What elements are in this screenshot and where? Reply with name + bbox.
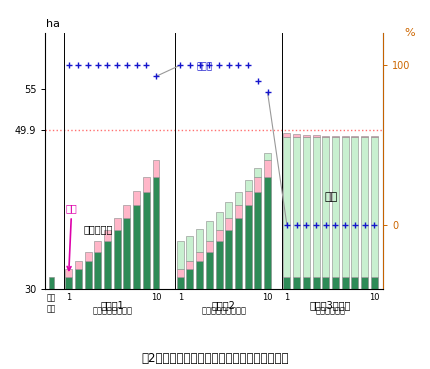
Bar [245, 191, 252, 205]
Text: 前年自作地: 前年自作地 [83, 224, 113, 234]
Bar [322, 137, 329, 277]
Bar [313, 135, 319, 137]
Bar [264, 153, 271, 160]
Bar [293, 137, 300, 277]
Bar [293, 134, 300, 137]
Bar [283, 137, 291, 277]
Text: ケース3　年目: ケース3 年目 [310, 300, 351, 310]
Bar [123, 218, 130, 289]
Bar [245, 180, 252, 191]
Bar [235, 192, 242, 205]
Bar [206, 241, 213, 252]
Bar [361, 137, 368, 277]
Bar [322, 136, 329, 137]
Bar [371, 137, 378, 277]
Bar [215, 212, 223, 230]
Bar [85, 261, 92, 289]
Text: ha: ha [46, 19, 60, 29]
Text: （農地購入＋借地）: （農地購入＋借地） [201, 306, 246, 315]
Text: 初期
条件: 初期 条件 [46, 293, 56, 314]
Bar [94, 252, 101, 289]
Bar [264, 160, 271, 176]
Bar [303, 277, 310, 289]
Bar [283, 277, 291, 289]
Bar [177, 269, 184, 277]
Bar [351, 277, 358, 289]
Text: 貴借率: 貴借率 [197, 63, 212, 72]
Bar [49, 277, 54, 289]
Bar [283, 133, 291, 137]
Bar [293, 277, 300, 289]
Bar [235, 205, 242, 218]
Bar [255, 168, 261, 176]
Bar [371, 277, 378, 289]
Bar [225, 202, 232, 218]
Bar [303, 137, 310, 277]
Bar [264, 176, 271, 289]
Bar [235, 218, 242, 289]
Bar [177, 277, 184, 289]
Bar [153, 160, 160, 176]
Bar [351, 137, 358, 277]
Text: （借地のみ）: （借地のみ） [316, 306, 346, 315]
Text: ケース2: ケース2 [212, 300, 236, 310]
Text: 購入: 購入 [66, 203, 77, 270]
Text: 1: 1 [178, 293, 183, 303]
Y-axis label: %: % [405, 28, 415, 38]
Bar [196, 261, 203, 289]
Bar [143, 176, 150, 192]
Text: 図2　規模拡大方法と経営面積・貴借率の推移: 図2 規模拡大方法と経営面積・貴借率の推移 [141, 352, 289, 365]
Bar [303, 135, 310, 137]
Bar [114, 218, 121, 230]
Bar [133, 205, 140, 289]
Text: 10: 10 [151, 293, 161, 303]
Bar [361, 277, 368, 289]
Bar [65, 277, 72, 289]
Bar [332, 137, 339, 277]
Bar [313, 277, 319, 289]
Bar [85, 252, 92, 261]
Text: （農地購入のみ）: （農地購入のみ） [92, 306, 132, 315]
Bar [313, 137, 319, 277]
Bar [332, 277, 339, 289]
Text: ケース1: ケース1 [101, 300, 124, 310]
Text: 借地: 借地 [324, 192, 337, 202]
Bar [322, 277, 329, 289]
Bar [206, 252, 213, 289]
Bar [104, 230, 111, 241]
Bar [65, 269, 72, 277]
Bar [245, 205, 252, 289]
Bar [342, 277, 349, 289]
Bar [206, 221, 213, 241]
Bar [123, 205, 130, 218]
Text: 1: 1 [66, 293, 71, 303]
Bar [133, 191, 140, 205]
Bar [215, 230, 223, 241]
Bar [255, 176, 261, 192]
Bar [153, 176, 160, 289]
Bar [332, 136, 339, 137]
Bar [104, 241, 111, 289]
Bar [187, 261, 194, 269]
Bar [342, 137, 349, 277]
Bar [94, 241, 101, 252]
Bar [75, 269, 82, 289]
Bar [225, 218, 232, 230]
Bar [187, 269, 194, 289]
Bar [196, 252, 203, 261]
Bar [215, 241, 223, 289]
Text: 10: 10 [262, 293, 273, 303]
Text: 10: 10 [369, 293, 380, 303]
Bar [196, 228, 203, 252]
Bar [187, 236, 194, 261]
Bar [114, 230, 121, 289]
Bar [75, 261, 82, 269]
Text: 1: 1 [284, 293, 289, 303]
Bar [255, 192, 261, 289]
Bar [342, 136, 349, 137]
Bar [177, 241, 184, 269]
Bar [143, 192, 150, 289]
Bar [225, 230, 232, 289]
